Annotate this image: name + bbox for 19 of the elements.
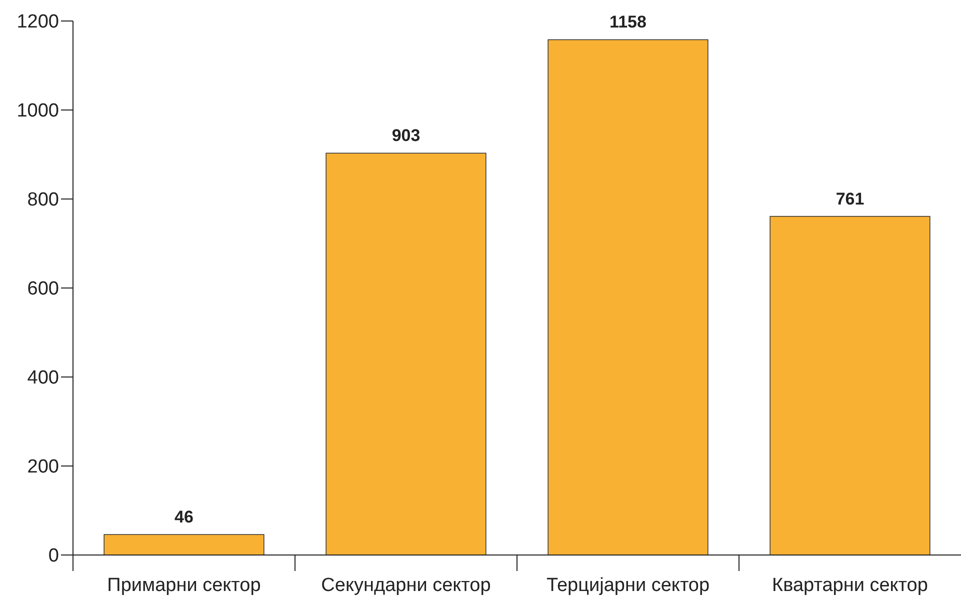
bar: [104, 534, 264, 556]
y-tick-label: 1200: [16, 12, 59, 33]
x-tick-label: Примарни сектор: [107, 575, 261, 596]
data-label: 46: [174, 508, 194, 527]
y-tick-label: 800: [27, 190, 59, 211]
y-tick-label: 0: [48, 546, 59, 567]
y-tick-label: 200: [27, 456, 59, 478]
y-tick-label: 400: [27, 368, 59, 389]
data-label: 1158: [610, 12, 646, 32]
data-label: 761: [836, 189, 864, 208]
bar: [548, 39, 708, 556]
y-tick-label: 600: [27, 278, 59, 300]
data-label: 903: [392, 126, 420, 146]
x-tick-label: Квартарни сектор: [772, 575, 928, 596]
bar: [770, 216, 930, 556]
bar: [326, 152, 486, 556]
x-tick-label: Секундарни сектор: [321, 575, 491, 596]
x-tick-label: Терцијарни сектор: [546, 575, 710, 596]
y-tick-label: 1000: [16, 100, 59, 122]
